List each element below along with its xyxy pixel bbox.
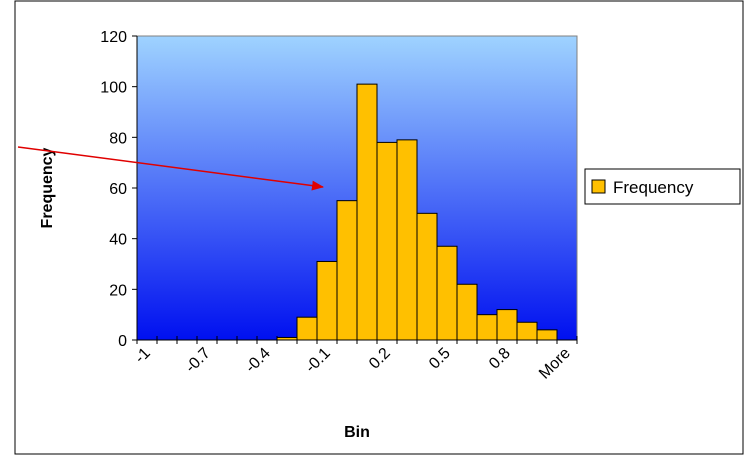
- legend-swatch: [591, 179, 606, 194]
- y-tick-label: 40: [109, 232, 127, 249]
- bar-0.8: [496, 309, 518, 341]
- bar-0: [336, 200, 358, 341]
- bar-0.5: [436, 245, 458, 341]
- legend: Frequency: [584, 168, 741, 205]
- bar-series: [276, 83, 558, 341]
- bar-0.2: [376, 141, 398, 341]
- bar-0.3: [396, 139, 418, 341]
- x-axis-title: Bin: [344, 424, 370, 441]
- bar-0.9: [516, 321, 538, 341]
- y-tick-label: 100: [100, 80, 127, 97]
- y-axis: 0 20 40 60 80 100 120: [100, 29, 138, 350]
- bar--0.2: [296, 316, 318, 341]
- bar-1: [536, 329, 558, 341]
- annotation-arrow: [17, 146, 324, 191]
- bar-0.6: [456, 283, 478, 341]
- y-tick-label: 80: [109, 130, 127, 147]
- y-tick-label: 120: [100, 29, 127, 46]
- y-tick-label: 0: [118, 333, 127, 350]
- bar-0.1: [356, 83, 378, 341]
- bar-0.4: [416, 212, 438, 341]
- y-tick-label: 20: [109, 282, 127, 299]
- legend-box: [584, 168, 741, 205]
- y-axis-title: Frequency: [39, 147, 56, 228]
- bar-0.7: [476, 314, 498, 341]
- y-tick-label: 60: [109, 181, 127, 198]
- legend-label: Frequency: [613, 178, 694, 197]
- bar--0.1: [316, 260, 338, 341]
